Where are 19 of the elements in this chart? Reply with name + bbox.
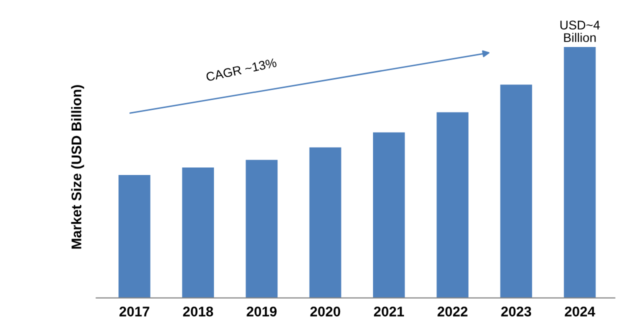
x-tick-label: 2019 [246,306,277,316]
bar [436,112,468,298]
y-axis-title: Market Size (USD Billion) [71,85,84,249]
x-tick-label: 2024 [564,306,596,316]
x-tick-label: 2023 [501,306,532,316]
x-tick-label: 2021 [374,306,404,316]
x-tick-label: 2018 [183,306,214,316]
annotation: CAGR ~13% [206,58,277,82]
x-tick-label: 2020 [310,306,340,316]
bar [373,132,405,298]
x-tick-label: 2017 [119,306,150,316]
annotation: USD~4 Billion [560,20,600,42]
bar [500,84,532,298]
bar [564,47,596,298]
bar [246,160,278,298]
bar [182,167,214,298]
x-tick-label: 2022 [438,306,468,316]
bar [309,147,342,298]
bar [118,174,150,298]
